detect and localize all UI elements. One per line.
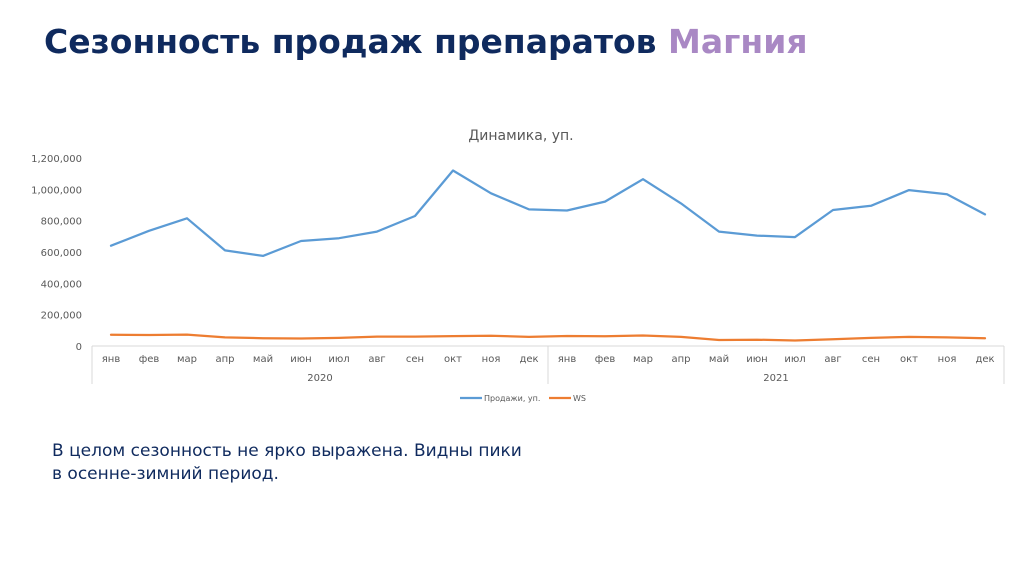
y-tick-label: 800,000 (41, 217, 82, 228)
y-tick-label: 0 (76, 342, 82, 353)
commentary-text: В целом сезонность не ярко выражена. Вид… (52, 441, 522, 484)
y-tick-label: 1,200,000 (31, 154, 82, 165)
x-tick-label: янв (558, 354, 577, 365)
x-tick-label: авг (368, 354, 385, 365)
x-group-label: 2020 (307, 373, 332, 384)
y-tick-label: 400,000 (41, 279, 82, 290)
series-line (109, 169, 987, 258)
x-tick-label: фев (595, 354, 616, 365)
series-line (109, 333, 987, 342)
x-tick-label: апр (671, 354, 690, 365)
x-tick-label: дек (519, 354, 538, 365)
x-tick-label: май (709, 354, 729, 365)
x-tick-label: ноя (938, 354, 957, 365)
x-tick-label: июл (328, 354, 349, 365)
x-tick-label: мар (177, 354, 197, 365)
x-axis: янв фев мар апр май июн июл авг сен окт ноя дек янв ф… (91, 345, 1005, 384)
x-tick-label: ноя (482, 354, 501, 365)
x-tick-label: мар (633, 354, 653, 365)
x-tick-label: июн (290, 354, 311, 365)
y-tick-label: 200,000 (41, 311, 82, 322)
legend-label: WS (573, 394, 586, 403)
x-tick-label: май (253, 354, 273, 365)
x-tick-label: сен (406, 354, 424, 365)
x-tick-label: апр (215, 354, 234, 365)
legend: Продажи, уп. WS (460, 394, 586, 403)
x-tick-label: авг (824, 354, 841, 365)
title-main: Сезонность продаж препаратов (44, 22, 657, 61)
title-accent: Магния (668, 22, 808, 61)
x-tick-label: сен (862, 354, 880, 365)
x-tick-label: окт (900, 354, 918, 365)
x-tick-label: фев (139, 354, 160, 365)
x-tick-label: дек (975, 354, 994, 365)
chart-title: Динамика, уп. (468, 128, 573, 144)
page-title: Сезонность продаж препаратов Магния (44, 22, 808, 61)
x-tick-label: окт (444, 354, 462, 365)
y-axis: 0 200,000 400,000 600,000 800,000 1,000,000 1,… (31, 154, 82, 353)
legend-label: Продажи, уп. (484, 394, 540, 403)
x-group-label: 2021 (763, 373, 788, 384)
y-tick-label: 1,000,000 (31, 185, 82, 196)
x-tick-label: июл (784, 354, 805, 365)
x-tick-label: июн (746, 354, 767, 365)
series-layer (109, 169, 987, 342)
x-tick-label: янв (102, 354, 121, 365)
y-tick-label: 600,000 (41, 248, 82, 259)
